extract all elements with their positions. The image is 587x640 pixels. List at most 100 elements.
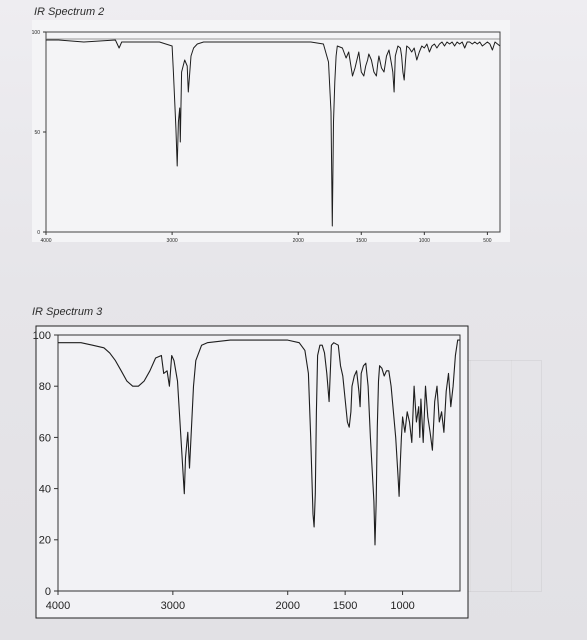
x-tick-label: 2000 [293,238,304,244]
data-point [189,72,190,73]
data-point [308,373,309,374]
data-point [167,370,168,371]
x-tick-label: 3000 [167,238,178,244]
data-point [455,355,456,356]
data-point [406,46,407,47]
data-point [188,92,189,93]
data-point [149,370,150,371]
data-point [132,386,133,387]
data-point [165,44,166,45]
data-point [449,44,450,45]
data-point [419,52,420,53]
data-point [324,353,325,354]
data-point [310,42,311,43]
data-point [495,42,496,43]
data-point [482,46,483,47]
data-point [304,42,305,43]
data-point [379,56,380,57]
data-point [159,42,160,43]
data-point [462,42,463,43]
data-point [352,386,353,387]
x-tick-label: 1000 [419,238,430,244]
data-point [459,44,460,45]
data-point [411,52,412,53]
data-point [181,72,182,73]
data-point [326,373,327,374]
y-tick-label: 0 [37,230,40,236]
data-point [331,345,332,346]
data-point [444,46,445,47]
data-point [375,545,376,546]
data-point [367,60,368,61]
data-point [287,340,288,341]
data-point [155,358,156,359]
data-point [187,66,188,67]
data-point [348,52,349,53]
data-point [189,468,190,469]
data-point [377,64,378,65]
data-point [349,427,350,428]
data-point [359,391,360,392]
data-point [454,46,455,47]
data-point [333,122,334,123]
y-tick-label: 50 [34,130,40,136]
data-point [452,42,453,43]
data-point [392,72,393,73]
data-point [474,42,475,43]
data-point [365,66,366,67]
data-point [393,411,394,412]
data-point [434,44,435,45]
data-point [497,44,498,45]
data-point [179,108,180,109]
data-point [83,42,84,43]
data-point [361,72,362,73]
data-point [316,411,317,412]
data-point [467,42,468,43]
data-point [399,496,400,497]
data-point [58,40,59,41]
data-point [92,345,93,346]
data-point [338,345,339,346]
data-point [381,68,382,69]
data-point [171,355,172,356]
data-point [407,411,408,412]
data-point [371,60,372,61]
data-point [276,340,277,341]
data-point [437,48,438,49]
data-point [342,48,343,49]
data-point [177,166,178,167]
data-point [377,427,378,428]
data-point [477,44,478,45]
data-point [457,340,458,341]
data-point [405,62,406,63]
data-point [313,514,314,515]
data-point [355,68,356,69]
data-point [404,80,405,81]
data-point [402,417,403,418]
data-point [184,493,185,494]
data-point [360,406,361,407]
data-point [253,340,254,341]
data-point [414,48,415,49]
data-point [441,411,442,412]
data-point [365,363,366,364]
data-point [378,381,379,382]
data-point [356,370,357,371]
data-point [329,401,330,402]
y-tick-label: 100 [33,330,51,342]
data-point [172,46,173,47]
data-point [423,442,424,443]
data-point [175,128,176,129]
data-point [391,64,392,65]
data-point [424,48,425,49]
data-point [386,56,387,57]
data-point [446,391,447,392]
data-point [395,437,396,438]
data-point [331,112,332,113]
data-point [457,42,458,43]
data-point [419,437,420,438]
data-point [310,437,311,438]
chart-1-spectrum-line [46,39,501,227]
data-point [492,50,493,51]
